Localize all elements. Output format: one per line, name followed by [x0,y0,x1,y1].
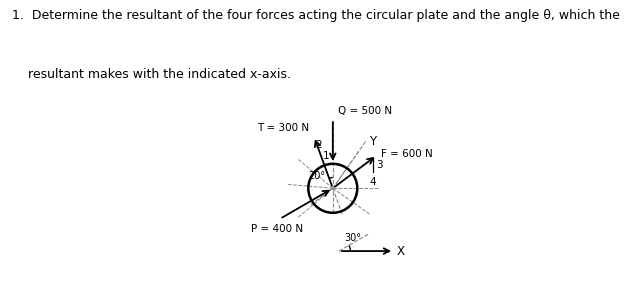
Text: 30°: 30° [344,233,362,243]
Text: 1.  Determine the resultant of the four forces acting the circular plate and the: 1. Determine the resultant of the four f… [12,9,620,22]
Text: T = 300 N: T = 300 N [257,124,309,133]
Text: Y: Y [369,135,376,148]
Text: Q = 500 N: Q = 500 N [338,106,392,116]
Text: 4: 4 [369,177,376,187]
Text: P = 400 N: P = 400 N [251,224,303,234]
Text: 20°: 20° [308,171,325,181]
Text: 1: 1 [323,151,330,161]
Text: resultant makes with the indicated x-axis.: resultant makes with the indicated x-axi… [12,68,291,81]
Text: F = 600 N: F = 600 N [381,149,433,159]
Text: X: X [397,245,405,258]
Text: 2: 2 [316,140,322,151]
Text: 3: 3 [376,160,382,170]
